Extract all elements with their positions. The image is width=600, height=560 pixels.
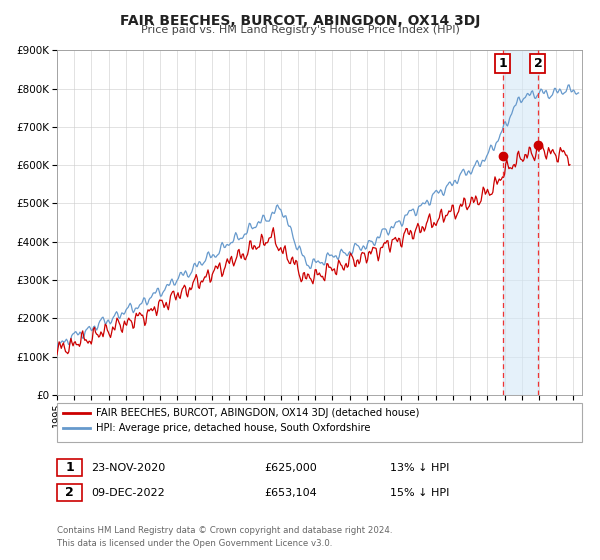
Text: 09-DEC-2022: 09-DEC-2022 (91, 488, 165, 498)
Text: 1: 1 (65, 461, 74, 474)
Text: HPI: Average price, detached house, South Oxfordshire: HPI: Average price, detached house, Sout… (96, 423, 371, 433)
Text: £653,104: £653,104 (264, 488, 317, 498)
Text: 23-NOV-2020: 23-NOV-2020 (91, 463, 166, 473)
Text: 13% ↓ HPI: 13% ↓ HPI (390, 463, 449, 473)
Text: 2: 2 (533, 57, 542, 71)
Text: Price paid vs. HM Land Registry's House Price Index (HPI): Price paid vs. HM Land Registry's House … (140, 25, 460, 35)
Text: FAIR BEECHES, BURCOT, ABINGDON, OX14 3DJ (detached house): FAIR BEECHES, BURCOT, ABINGDON, OX14 3DJ… (96, 408, 419, 418)
Text: £625,000: £625,000 (264, 463, 317, 473)
Text: 15% ↓ HPI: 15% ↓ HPI (390, 488, 449, 498)
Bar (503, 50, 538, 395)
Text: Contains HM Land Registry data © Crown copyright and database right 2024.: Contains HM Land Registry data © Crown c… (57, 526, 392, 535)
Text: This data is licensed under the Open Government Licence v3.0.: This data is licensed under the Open Gov… (57, 539, 332, 548)
Text: 2: 2 (65, 486, 74, 500)
Text: 1: 1 (499, 57, 507, 71)
Text: FAIR BEECHES, BURCOT, ABINGDON, OX14 3DJ: FAIR BEECHES, BURCOT, ABINGDON, OX14 3DJ (120, 14, 480, 28)
